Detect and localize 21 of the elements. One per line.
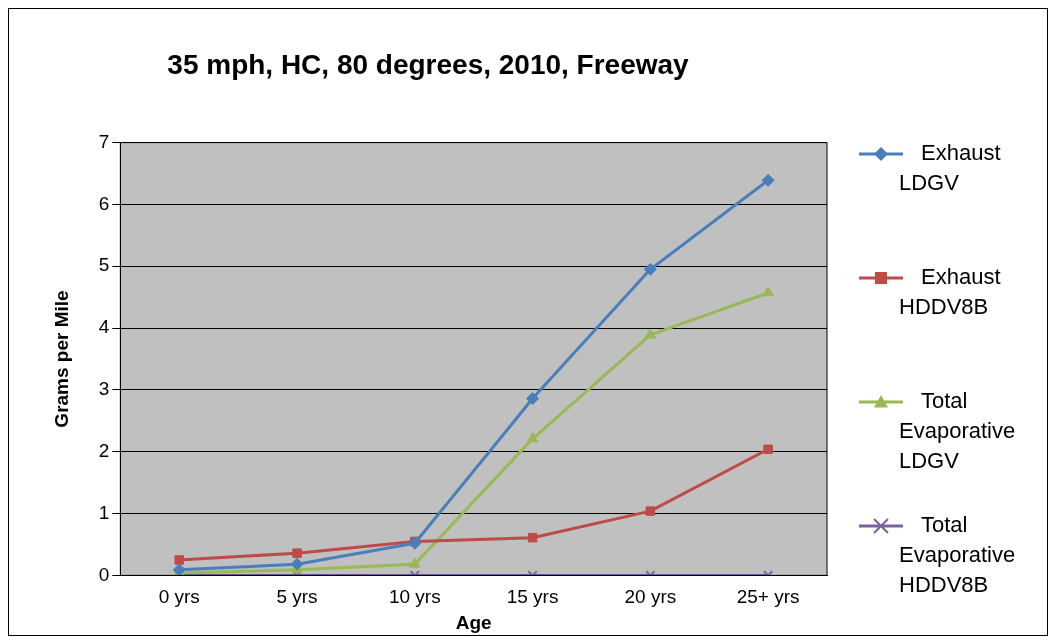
x-tick-label: 15 yrs [506, 586, 559, 608]
x-tick-label: 10 yrs [388, 586, 441, 608]
legend-label: Total Evaporative HDDV8B [899, 512, 1016, 598]
legend-label: Exhaust LDGV [899, 140, 1001, 196]
legend-label: Total Evaporative LDGV [899, 388, 1016, 474]
y-tick-label: 3 [98, 378, 110, 400]
chart-title: 35 mph, HC, 80 degrees, 2010, Freeway [167, 48, 690, 80]
y-axis-title: Grams per Mile [50, 290, 72, 428]
y-tick-label: 0 [98, 563, 110, 585]
x-tick-label: 20 yrs [624, 586, 677, 608]
y-tick-label: 2 [98, 439, 110, 461]
x-tick-label: 0 yrs [158, 586, 200, 608]
y-tick-label: 1 [98, 501, 110, 523]
y-tick-label: 4 [98, 316, 110, 338]
legend-label: Exhaust HDDV8B [899, 264, 1001, 320]
x-tick-label: 25+ yrs [736, 586, 800, 608]
y-tick-label: 6 [98, 192, 110, 214]
y-tick-label: 7 [98, 130, 110, 152]
x-tick-label: 5 yrs [276, 586, 318, 608]
y-tick-label: 5 [98, 254, 110, 276]
x-axis-title: Age [455, 611, 492, 633]
